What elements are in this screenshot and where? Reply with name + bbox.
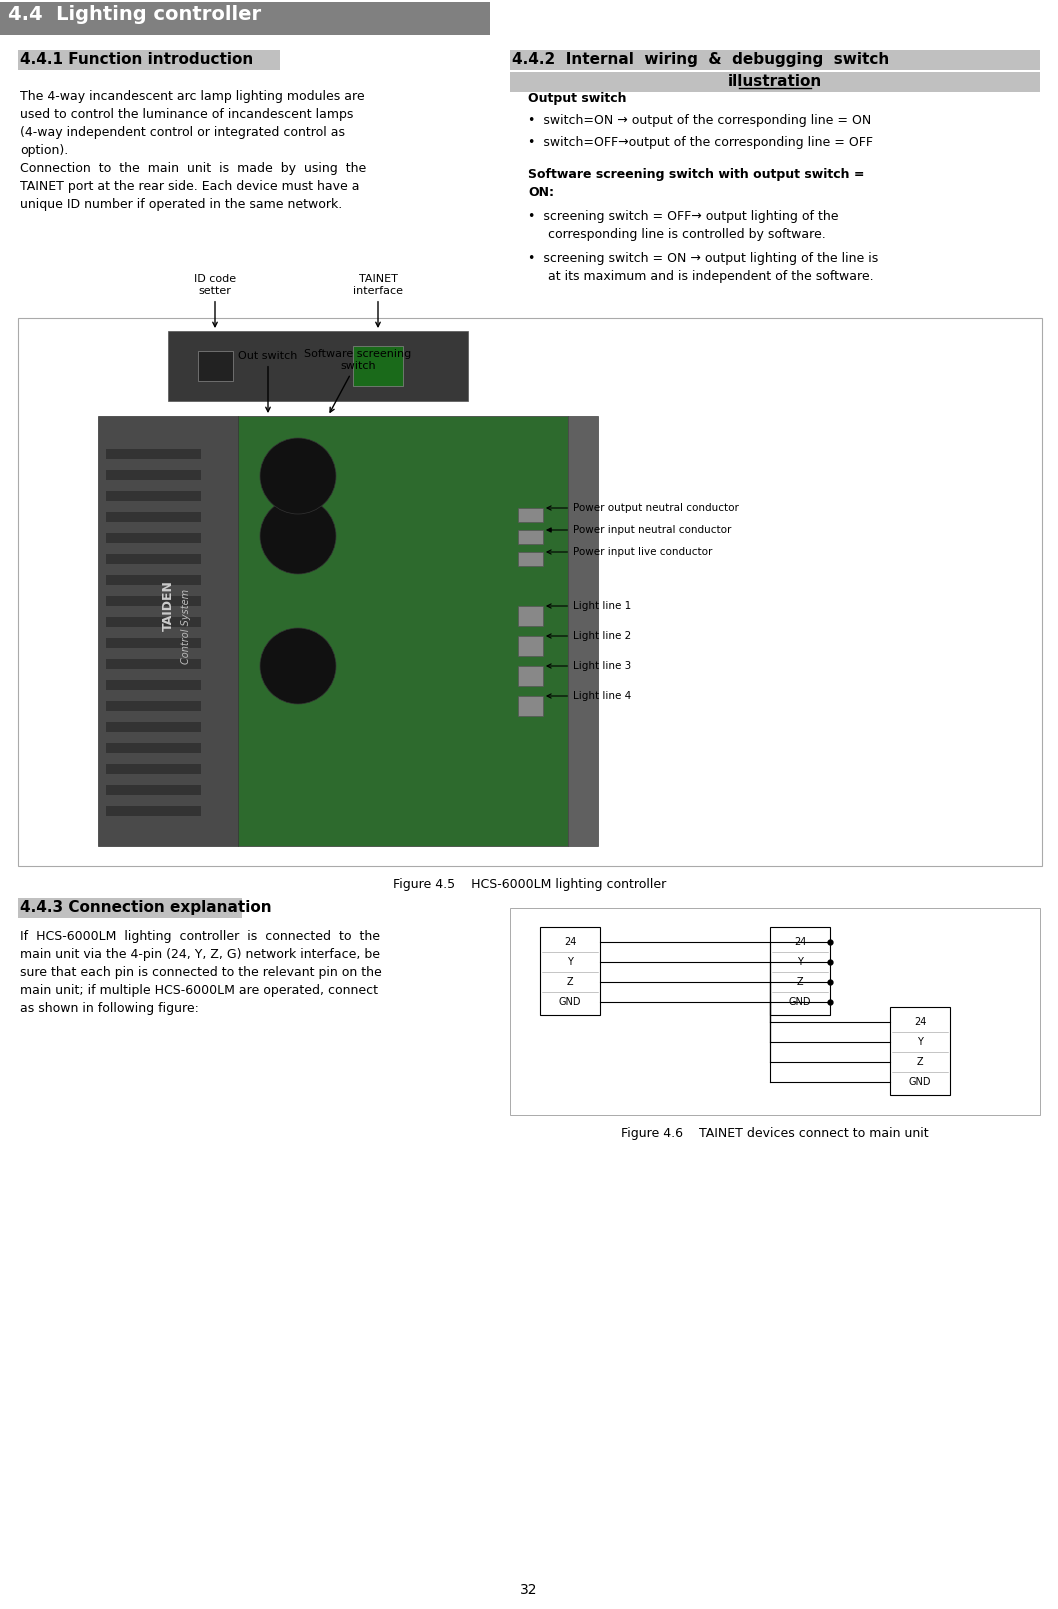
Text: •  screening switch = ON → output lighting of the line is: • screening switch = ON → output lightin…: [528, 253, 878, 265]
Text: Z: Z: [797, 977, 803, 986]
Text: Software screening
switch: Software screening switch: [305, 349, 412, 412]
Text: at its maximum and is independent of the software.: at its maximum and is independent of the…: [536, 270, 874, 283]
Bar: [106, 785, 201, 795]
Bar: [106, 743, 201, 753]
Text: If  HCS-6000LM  lighting  controller  is  connected  to  the: If HCS-6000LM lighting controller is con…: [20, 930, 380, 943]
Bar: [568, 417, 598, 846]
Text: 32: 32: [521, 1583, 537, 1598]
Text: TAINET
interface: TAINET interface: [353, 275, 403, 327]
Text: option).: option).: [20, 143, 69, 158]
Text: Y: Y: [917, 1036, 923, 1047]
Bar: [18, 50, 280, 71]
Bar: [106, 764, 201, 774]
Bar: [518, 607, 543, 626]
Bar: [510, 50, 1040, 71]
Bar: [106, 681, 201, 690]
Text: 24: 24: [794, 936, 806, 948]
Text: Power output neutral conductor: Power output neutral conductor: [547, 504, 738, 513]
Text: sure that each pin is connected to the relevant pin on the: sure that each pin is connected to the r…: [20, 965, 382, 978]
Bar: [98, 417, 238, 846]
Circle shape: [260, 499, 336, 574]
Text: Light line 4: Light line 4: [547, 690, 632, 702]
Text: 4.4.3 Connection explanation: 4.4.3 Connection explanation: [20, 899, 272, 916]
Text: Control System: Control System: [181, 589, 191, 663]
Text: :: :: [604, 92, 608, 105]
Text: ID code
setter: ID code setter: [194, 275, 236, 327]
Bar: [106, 574, 201, 586]
Bar: [518, 552, 543, 566]
Text: Connection  to  the  main  unit  is  made  by  using  the: Connection to the main unit is made by u…: [20, 163, 366, 175]
Text: Y: Y: [797, 957, 803, 967]
Text: •  switch=OFF→output of the corresponding line = OFF: • switch=OFF→output of the corresponding…: [528, 137, 873, 150]
Text: 24: 24: [564, 936, 577, 948]
Bar: [106, 470, 201, 479]
Text: as shown in following figure:: as shown in following figure:: [20, 1002, 199, 1015]
Text: Software screening switch with output switch =: Software screening switch with output sw…: [528, 167, 864, 180]
Text: GND: GND: [789, 998, 811, 1007]
Text: 4.4.1 Function introduction: 4.4.1 Function introduction: [20, 51, 253, 68]
Bar: [18, 898, 242, 919]
Text: Figure 4.5    HCS-6000LM lighting controller: Figure 4.5 HCS-6000LM lighting controlle…: [394, 879, 667, 891]
Bar: [770, 927, 829, 1015]
Bar: [106, 512, 201, 521]
Bar: [106, 449, 201, 459]
Text: Figure 4.6    TAINET devices connect to main unit: Figure 4.6 TAINET devices connect to mai…: [621, 1126, 929, 1141]
Text: Power input neutral conductor: Power input neutral conductor: [547, 525, 731, 536]
Bar: [0, 2, 490, 35]
Text: Light line 3: Light line 3: [547, 661, 632, 671]
Text: 4.4  Lighting controller: 4.4 Lighting controller: [8, 5, 261, 24]
Bar: [106, 639, 201, 648]
Bar: [18, 319, 1042, 866]
Text: Light line 2: Light line 2: [547, 631, 632, 640]
Text: GND: GND: [909, 1076, 931, 1088]
Text: unique ID number if operated in the same network.: unique ID number if operated in the same…: [20, 198, 342, 211]
Bar: [238, 417, 568, 846]
Text: main unit; if multiple HCS-6000LM are operated, connect: main unit; if multiple HCS-6000LM are op…: [20, 985, 378, 998]
Bar: [518, 508, 543, 521]
Text: corresponding line is controlled by software.: corresponding line is controlled by soft…: [536, 228, 825, 241]
Bar: [198, 351, 233, 381]
Circle shape: [260, 438, 336, 513]
Bar: [510, 72, 1040, 92]
Text: Out switch: Out switch: [238, 351, 297, 412]
Text: Y: Y: [567, 957, 573, 967]
Text: Power input live conductor: Power input live conductor: [547, 547, 712, 557]
Text: The 4-way incandescent arc lamp lighting modules are: The 4-way incandescent arc lamp lighting…: [20, 90, 365, 103]
Text: Z: Z: [567, 977, 573, 986]
Text: used to control the luminance of incandescent lamps: used to control the luminance of incande…: [20, 108, 353, 121]
Bar: [518, 529, 543, 544]
Text: TAIDEN: TAIDEN: [162, 581, 175, 631]
Text: ON:: ON:: [528, 187, 554, 200]
Bar: [518, 666, 543, 685]
Bar: [106, 533, 201, 542]
Text: •  screening switch = OFF→ output lighting of the: • screening switch = OFF→ output lightin…: [528, 211, 839, 224]
Bar: [106, 722, 201, 732]
Bar: [518, 636, 543, 656]
Bar: [890, 1007, 950, 1096]
Text: illustration: illustration: [728, 74, 822, 88]
Bar: [510, 907, 1040, 1115]
Text: main unit via the 4-pin (24, Y, Z, G) network interface, be: main unit via the 4-pin (24, Y, Z, G) ne…: [20, 948, 380, 961]
Circle shape: [260, 628, 336, 705]
Text: Light line 1: Light line 1: [547, 602, 632, 611]
Bar: [106, 553, 201, 565]
Bar: [168, 331, 468, 401]
Text: Output switch: Output switch: [528, 92, 626, 105]
Text: 4.4.2  Internal  wiring  &  debugging  switch: 4.4.2 Internal wiring & debugging switch: [512, 51, 890, 68]
Bar: [518, 697, 543, 716]
Text: •  switch=ON → output of the corresponding line = ON: • switch=ON → output of the correspondin…: [528, 114, 871, 127]
Bar: [106, 491, 201, 500]
Text: GND: GND: [559, 998, 581, 1007]
Text: Z: Z: [916, 1057, 924, 1067]
Bar: [106, 595, 201, 607]
Bar: [106, 660, 201, 669]
Text: (4-way independent control or integrated control as: (4-way independent control or integrated…: [20, 126, 345, 138]
Bar: [106, 702, 201, 711]
Bar: [106, 806, 201, 816]
Bar: [540, 927, 600, 1015]
Bar: [353, 346, 403, 386]
Bar: [106, 616, 201, 628]
Text: 24: 24: [914, 1017, 926, 1027]
Text: TAINET port at the rear side. Each device must have a: TAINET port at the rear side. Each devic…: [20, 180, 360, 193]
